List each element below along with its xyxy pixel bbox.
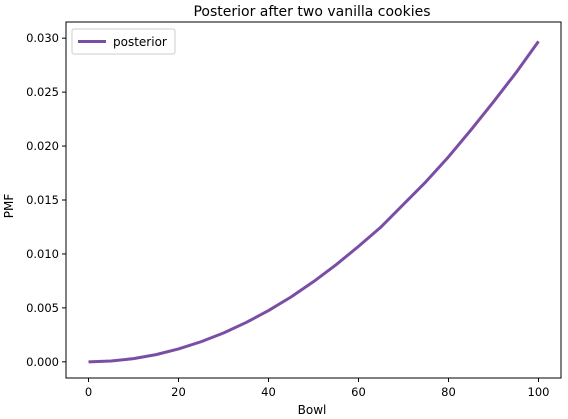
x-tick-label: 20	[171, 385, 186, 399]
y-tick-label: 0.020	[26, 139, 59, 153]
chart-title: Posterior after two vanilla cookies	[193, 4, 430, 20]
y-tick-label: 0.015	[26, 193, 59, 207]
legend-label: posterior	[113, 35, 167, 49]
y-tick-label: 0.010	[26, 247, 59, 261]
y-tick-label: 0.000	[26, 355, 59, 369]
legend: posterior	[71, 28, 176, 55]
x-tick-label: 100	[528, 385, 550, 399]
y-axis-label: PMF	[2, 194, 16, 219]
x-tick-label: 80	[441, 385, 456, 399]
y-axis: 0.000 0.005 0.010 0.015 0.020 0.025 0.030	[26, 31, 66, 369]
y-tick-label: 0.025	[26, 85, 59, 99]
legend-box	[71, 28, 176, 55]
y-tick-label: 0.030	[26, 31, 59, 45]
x-axis-label: Bowl	[298, 403, 327, 417]
series-layer	[88, 40, 540, 364]
x-tick-label: 40	[261, 385, 276, 399]
plot-area	[65, 21, 562, 379]
x-tick-label: 0	[85, 385, 92, 399]
series-line-posterior	[88, 40, 540, 364]
x-tick-label: 60	[351, 385, 366, 399]
x-axis: 0 20 40 60 80 100	[85, 378, 550, 399]
y-tick-label: 0.005	[26, 301, 59, 315]
